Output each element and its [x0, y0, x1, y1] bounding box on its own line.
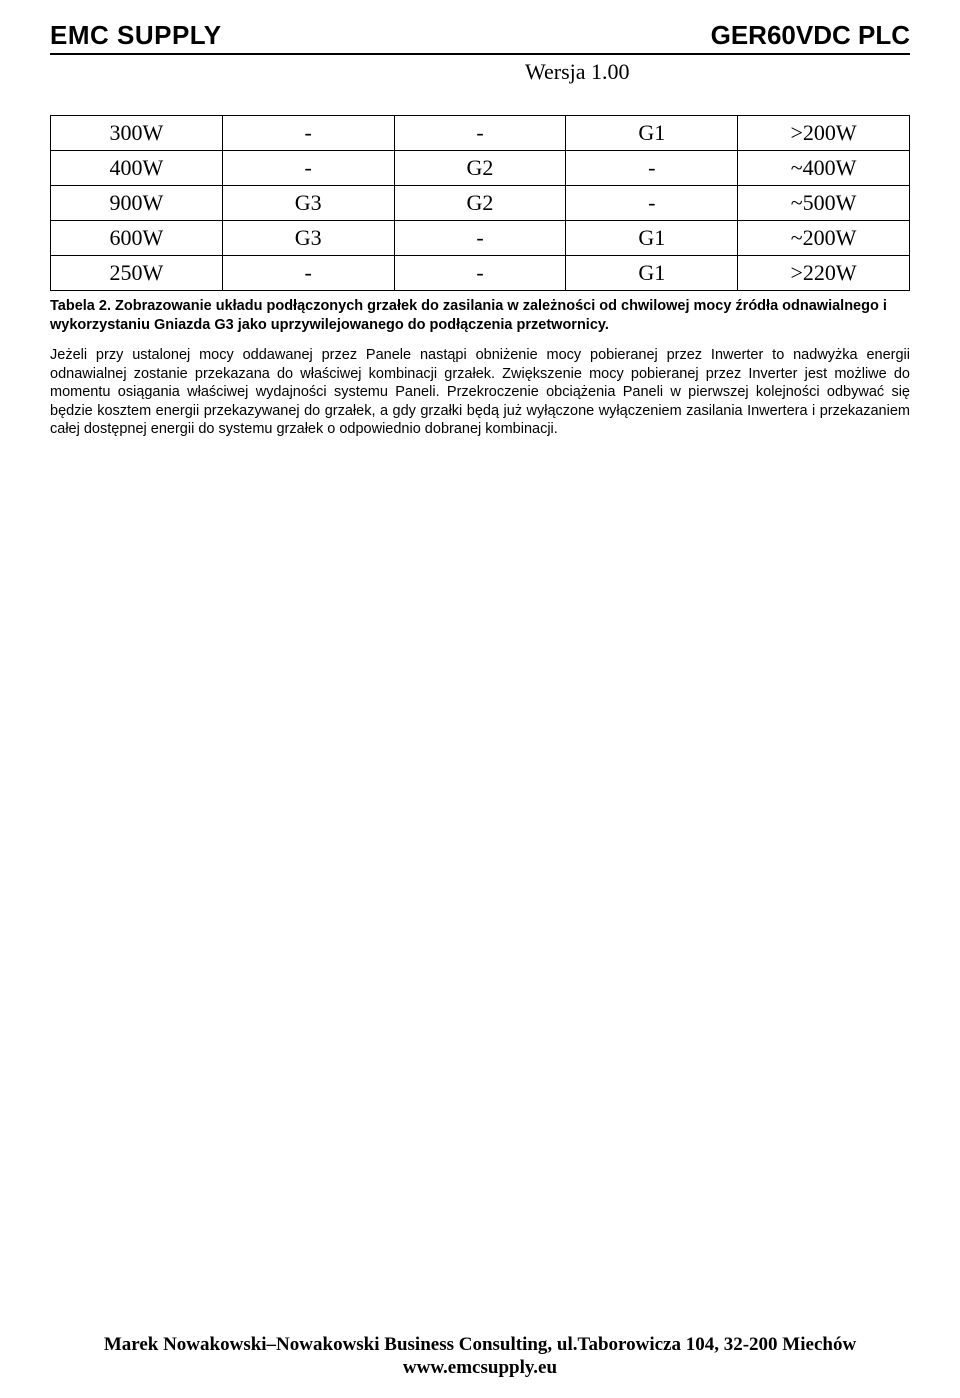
- table-cell: 250W: [51, 256, 223, 291]
- body-paragraph: Jeżeli przy ustalonej mocy oddawanej prz…: [50, 346, 910, 439]
- header-right-title: GER60VDC PLC: [711, 20, 910, 51]
- table-cell: -: [222, 151, 394, 186]
- table-cell: -: [394, 221, 566, 256]
- table-row: 250W - - G1 >220W: [51, 256, 910, 291]
- table-cell: -: [222, 256, 394, 291]
- table-row: 400W - G2 - ~400W: [51, 151, 910, 186]
- table-cell: G2: [394, 151, 566, 186]
- table-caption: Tabela 2. Zobrazowanie układu podłączony…: [50, 297, 910, 334]
- table-row: 300W - - G1 >200W: [51, 116, 910, 151]
- table-cell: >200W: [738, 116, 910, 151]
- table-cell: ~200W: [738, 221, 910, 256]
- page-header: EMC SUPPLY GER60VDC PLC: [50, 20, 910, 55]
- table-cell: -: [566, 151, 738, 186]
- header-left-title: EMC SUPPLY: [50, 20, 222, 51]
- data-table: 300W - - G1 >200W 400W - G2 - ~400W 900W…: [50, 115, 910, 291]
- table-cell: -: [394, 256, 566, 291]
- table-cell: -: [566, 186, 738, 221]
- table-cell: 400W: [51, 151, 223, 186]
- header-row: EMC SUPPLY GER60VDC PLC: [50, 20, 910, 51]
- table-row: 600W G3 - G1 ~200W: [51, 221, 910, 256]
- table-cell: 300W: [51, 116, 223, 151]
- footer-line-1: Marek Nowakowski–Nowakowski Business Con…: [0, 1333, 960, 1357]
- table-cell: 600W: [51, 221, 223, 256]
- footer-line-2: www.emcsupply.eu: [0, 1356, 960, 1380]
- table-cell: G2: [394, 186, 566, 221]
- table-cell: G1: [566, 116, 738, 151]
- version-label: Wersja 1.00: [525, 59, 910, 85]
- table-cell: G3: [222, 221, 394, 256]
- table-cell: ~500W: [738, 186, 910, 221]
- table-cell: ~400W: [738, 151, 910, 186]
- table-cell: -: [222, 116, 394, 151]
- table-cell: G1: [566, 221, 738, 256]
- table-cell: 900W: [51, 186, 223, 221]
- page-footer: Marek Nowakowski–Nowakowski Business Con…: [0, 1333, 960, 1381]
- table-cell: G1: [566, 256, 738, 291]
- table-cell: -: [394, 116, 566, 151]
- table-cell: >220W: [738, 256, 910, 291]
- table-cell: G3: [222, 186, 394, 221]
- table-row: 900W G3 G2 - ~500W: [51, 186, 910, 221]
